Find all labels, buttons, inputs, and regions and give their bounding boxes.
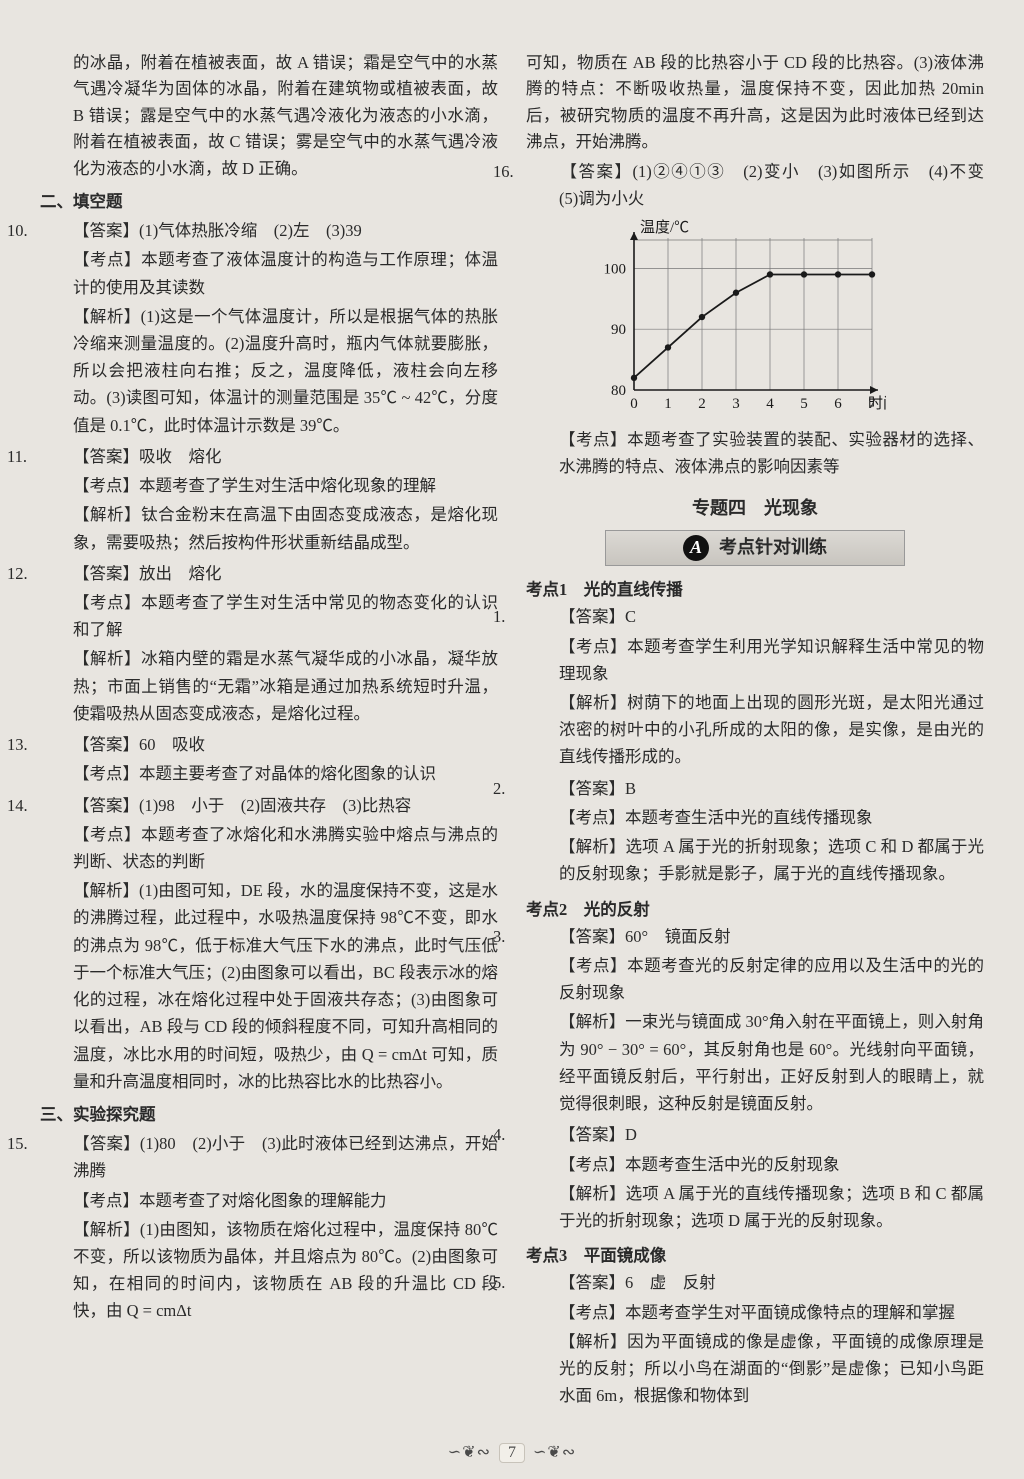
- r2-jiexi: 【解析】选项 A 属于光的折射现象；选项 C 和 D 都属于光的反射现象；手影就…: [526, 833, 984, 887]
- q12-answer: 12.【答案】放出 熔化: [40, 560, 498, 587]
- ornament-right-icon: ∽❦∾: [533, 1444, 576, 1461]
- q11-answer-text: 【答案】吸收 熔化: [73, 447, 222, 466]
- svg-text:温度/℃: 温度/℃: [640, 219, 689, 236]
- q16-chart: 012345678090100温度/℃时间/min: [586, 218, 984, 418]
- q10-answer-text: 【答案】(1)气体热胀冷缩 (2)左 (3)39: [73, 221, 362, 240]
- section-2-heading: 二、填空题: [40, 188, 498, 215]
- r2-answer-text: 【答案】B: [559, 779, 636, 798]
- r3-jiexi: 【解析】一束光与镜面成 30°角入射在平面镜上，则入射角为 90° − 30° …: [526, 1008, 984, 1117]
- r5: 5.【答案】6 虚 反射 【考点】本题考查学生对平面镜成像特点的理解和掌握 【解…: [526, 1269, 984, 1409]
- r3-answer: 3.【答案】60° 镜面反射: [526, 923, 984, 950]
- page-columns: 的冰晶，附着在植被表面，故 A 错误；霜是空气中的水蒸气遇冷凝华为固体的冰晶，附…: [40, 50, 984, 1420]
- q14-answer-text: 【答案】(1)98 小于 (2)固液共存 (3)比热容: [73, 796, 411, 815]
- q14-answer: 14.【答案】(1)98 小于 (2)固液共存 (3)比热容: [40, 792, 498, 819]
- svg-text:2: 2: [698, 396, 706, 412]
- q15-answer-text: 【答案】(1)80 (2)小于 (3)此时液体已经到达沸点，开始沸腾: [73, 1134, 498, 1180]
- q16-answer-text: 【答案】(1)②④①③ (2)变小 (3)如图所示 (4)不变 (5)调为小火: [559, 162, 1001, 208]
- svg-text:100: 100: [604, 261, 627, 277]
- svg-text:4: 4: [766, 396, 774, 412]
- r3-kaodian: 【考点】本题考查光的反射定律的应用以及生活中的光的反射现象: [526, 952, 984, 1006]
- svg-text:80: 80: [611, 383, 626, 399]
- q16-kaodian: 【考点】本题考查了实验装置的装配、实验器材的选择、水沸腾的特点、液体沸点的影响因…: [526, 426, 984, 480]
- q10-kaodian: 【考点】本题考查了液体温度计的构造与工作原理；体温计的使用及其读数: [40, 246, 498, 300]
- q11-answer: 11.【答案】吸收 熔化: [40, 443, 498, 470]
- r4-answer-text: 【答案】D: [559, 1125, 637, 1144]
- q11-jiexi: 【解析】钛合金粉末在高温下由固态变成液态，是熔化现象，需要吸热；然后按构件形状重…: [40, 501, 498, 555]
- r1: 1.【答案】C 【考点】本题考查学生利用光学知识解释生活中常见的物理现象 【解析…: [526, 603, 984, 770]
- q12-jiexi: 【解析】冰箱内壁的霜是水蒸气凝华成的小冰晶，凝华放热；市面上销售的“无霜”冰箱是…: [40, 645, 498, 727]
- q16: 16.【答案】(1)②④①③ (2)变小 (3)如图所示 (4)不变 (5)调为…: [526, 158, 984, 481]
- right-column: 可知，物质在 AB 段的比热容小于 CD 段的比热容。(3)液体沸腾的特点：不断…: [526, 50, 984, 1420]
- q10-answer: 10.【答案】(1)气体热胀冷缩 (2)左 (3)39: [40, 217, 498, 244]
- q12-answer-text: 【答案】放出 熔化: [73, 564, 222, 583]
- section-3-heading: 三、实验探究题: [40, 1101, 498, 1128]
- page-footer: ∽❦∾ 7 ∽❦∾: [0, 1442, 1024, 1463]
- q13-answer: 13.【答案】60 吸收: [40, 731, 498, 758]
- svg-text:5: 5: [800, 396, 808, 412]
- right-continuation: 可知，物质在 AB 段的比热容小于 CD 段的比热容。(3)液体沸腾的特点：不断…: [526, 50, 984, 156]
- svg-text:3: 3: [732, 396, 740, 412]
- kaodian-2-heading: 考点2 光的反射: [526, 896, 984, 923]
- r5-kaodian: 【考点】本题考查学生对平面镜成像特点的理解和掌握: [526, 1299, 984, 1326]
- r2: 2.【答案】B 【考点】本题考查生活中光的直线传播现象 【解析】选项 A 属于光…: [526, 775, 984, 888]
- left-column: 的冰晶，附着在植被表面，故 A 错误；霜是空气中的水蒸气遇冷凝华为固体的冰晶，附…: [40, 50, 498, 1420]
- q14-kaodian: 【考点】本题考查了冰熔化和水沸腾实验中熔点与沸点的判断、状态的判断: [40, 821, 498, 875]
- r2-kaodian: 【考点】本题考查生活中光的直线传播现象: [526, 804, 984, 831]
- q11: 11.【答案】吸收 熔化 【考点】本题考查了学生对生活中熔化现象的理解 【解析】…: [40, 443, 498, 556]
- r1-answer-text: 【答案】C: [559, 607, 636, 626]
- r4-kaodian: 【考点】本题考查生活中光的反射现象: [526, 1151, 984, 1178]
- q10-jiexi: 【解析】(1)这是一个气体温度计，所以是根据气体的热胀冷缩来测量温度的。(2)温…: [40, 303, 498, 439]
- r5-answer: 5.【答案】6 虚 反射: [526, 1269, 984, 1296]
- r4-jiexi: 【解析】选项 A 属于光的直线传播现象；选项 B 和 C 都属于光的折射现象；选…: [526, 1180, 984, 1234]
- q16-answer: 16.【答案】(1)②④①③ (2)变小 (3)如图所示 (4)不变 (5)调为…: [526, 158, 984, 212]
- q13-answer-text: 【答案】60 吸收: [73, 735, 205, 754]
- svg-text:1: 1: [664, 396, 672, 412]
- left-lead-paragraph: 的冰晶，附着在植被表面，故 A 错误；霜是空气中的水蒸气遇冷凝华为固体的冰晶，附…: [40, 50, 498, 182]
- q14-jiexi: 【解析】(1)由图可知，DE 段，水的温度保持不变，这是水的沸腾过程，此过程中，…: [40, 877, 498, 1095]
- r3: 3.【答案】60° 镜面反射 【考点】本题考查光的反射定律的应用以及生活中的光的…: [526, 923, 984, 1118]
- ornament-left-icon: ∽❦∾: [448, 1444, 491, 1461]
- q13: 13.【答案】60 吸收 【考点】本题主要考查了对晶体的熔化图象的认识: [40, 731, 498, 787]
- topic-4-title: 专题四 光现象: [526, 494, 984, 524]
- kaodian-1-heading: 考点1 光的直线传播: [526, 576, 984, 603]
- q15-answer: 15.【答案】(1)80 (2)小于 (3)此时液体已经到达沸点，开始沸腾: [40, 1130, 498, 1184]
- r2-answer: 2.【答案】B: [526, 775, 984, 802]
- r4: 4.【答案】D 【考点】本题考查生活中光的反射现象 【解析】选项 A 属于光的直…: [526, 1121, 984, 1234]
- kaodian-3-heading: 考点3 平面镜成像: [526, 1242, 984, 1269]
- q10: 10.【答案】(1)气体热胀冷缩 (2)左 (3)39 【考点】本题考查了液体温…: [40, 217, 498, 439]
- r3-answer-text: 【答案】60° 镜面反射: [559, 927, 731, 946]
- r1-kaodian: 【考点】本题考查学生利用光学知识解释生活中常见的物理现象: [526, 633, 984, 687]
- section-banner: A 考点针对训练: [605, 530, 905, 566]
- banner-text: 考点针对训练: [719, 533, 827, 563]
- svg-text:90: 90: [611, 322, 626, 338]
- q15-jiexi: 【解析】(1)由图知，该物质在熔化过程中，温度保持 80℃不变，所以该物质为晶体…: [40, 1216, 498, 1325]
- q12-kaodian: 【考点】本题考查了学生对生活中常见的物态变化的认识和了解: [40, 589, 498, 643]
- q11-kaodian: 【考点】本题考查了学生对生活中熔化现象的理解: [40, 472, 498, 499]
- banner-letter-badge: A: [683, 535, 709, 561]
- q13-kaodian: 【考点】本题主要考查了对晶体的熔化图象的认识: [40, 760, 498, 787]
- q15: 15.【答案】(1)80 (2)小于 (3)此时液体已经到达沸点，开始沸腾 【考…: [40, 1130, 498, 1325]
- r5-answer-text: 【答案】6 虚 反射: [559, 1273, 716, 1292]
- svg-text:6: 6: [834, 396, 842, 412]
- page-number: 7: [499, 1443, 525, 1463]
- q15-kaodian: 【考点】本题考查了对熔化图象的理解能力: [40, 1187, 498, 1214]
- q12: 12.【答案】放出 熔化 【考点】本题考查了学生对生活中常见的物态变化的认识和了…: [40, 560, 498, 727]
- temperature-line-chart: 012345678090100温度/℃时间/min: [586, 218, 886, 418]
- svg-text:0: 0: [630, 396, 638, 412]
- r5-jiexi: 【解析】因为平面镜成的像是虚像，平面镜的成像原理是光的反射；所以小鸟在湖面的“倒…: [526, 1328, 984, 1410]
- r1-answer: 1.【答案】C: [526, 603, 984, 630]
- svg-text:时间/min: 时间/min: [868, 395, 886, 412]
- q14: 14.【答案】(1)98 小于 (2)固液共存 (3)比热容 【考点】本题考查了…: [40, 792, 498, 1095]
- r1-jiexi: 【解析】树荫下的地面上出现的圆形光斑，是太阳光通过浓密的树叶中的小孔所成的太阳的…: [526, 689, 984, 771]
- r4-answer: 4.【答案】D: [526, 1121, 984, 1148]
